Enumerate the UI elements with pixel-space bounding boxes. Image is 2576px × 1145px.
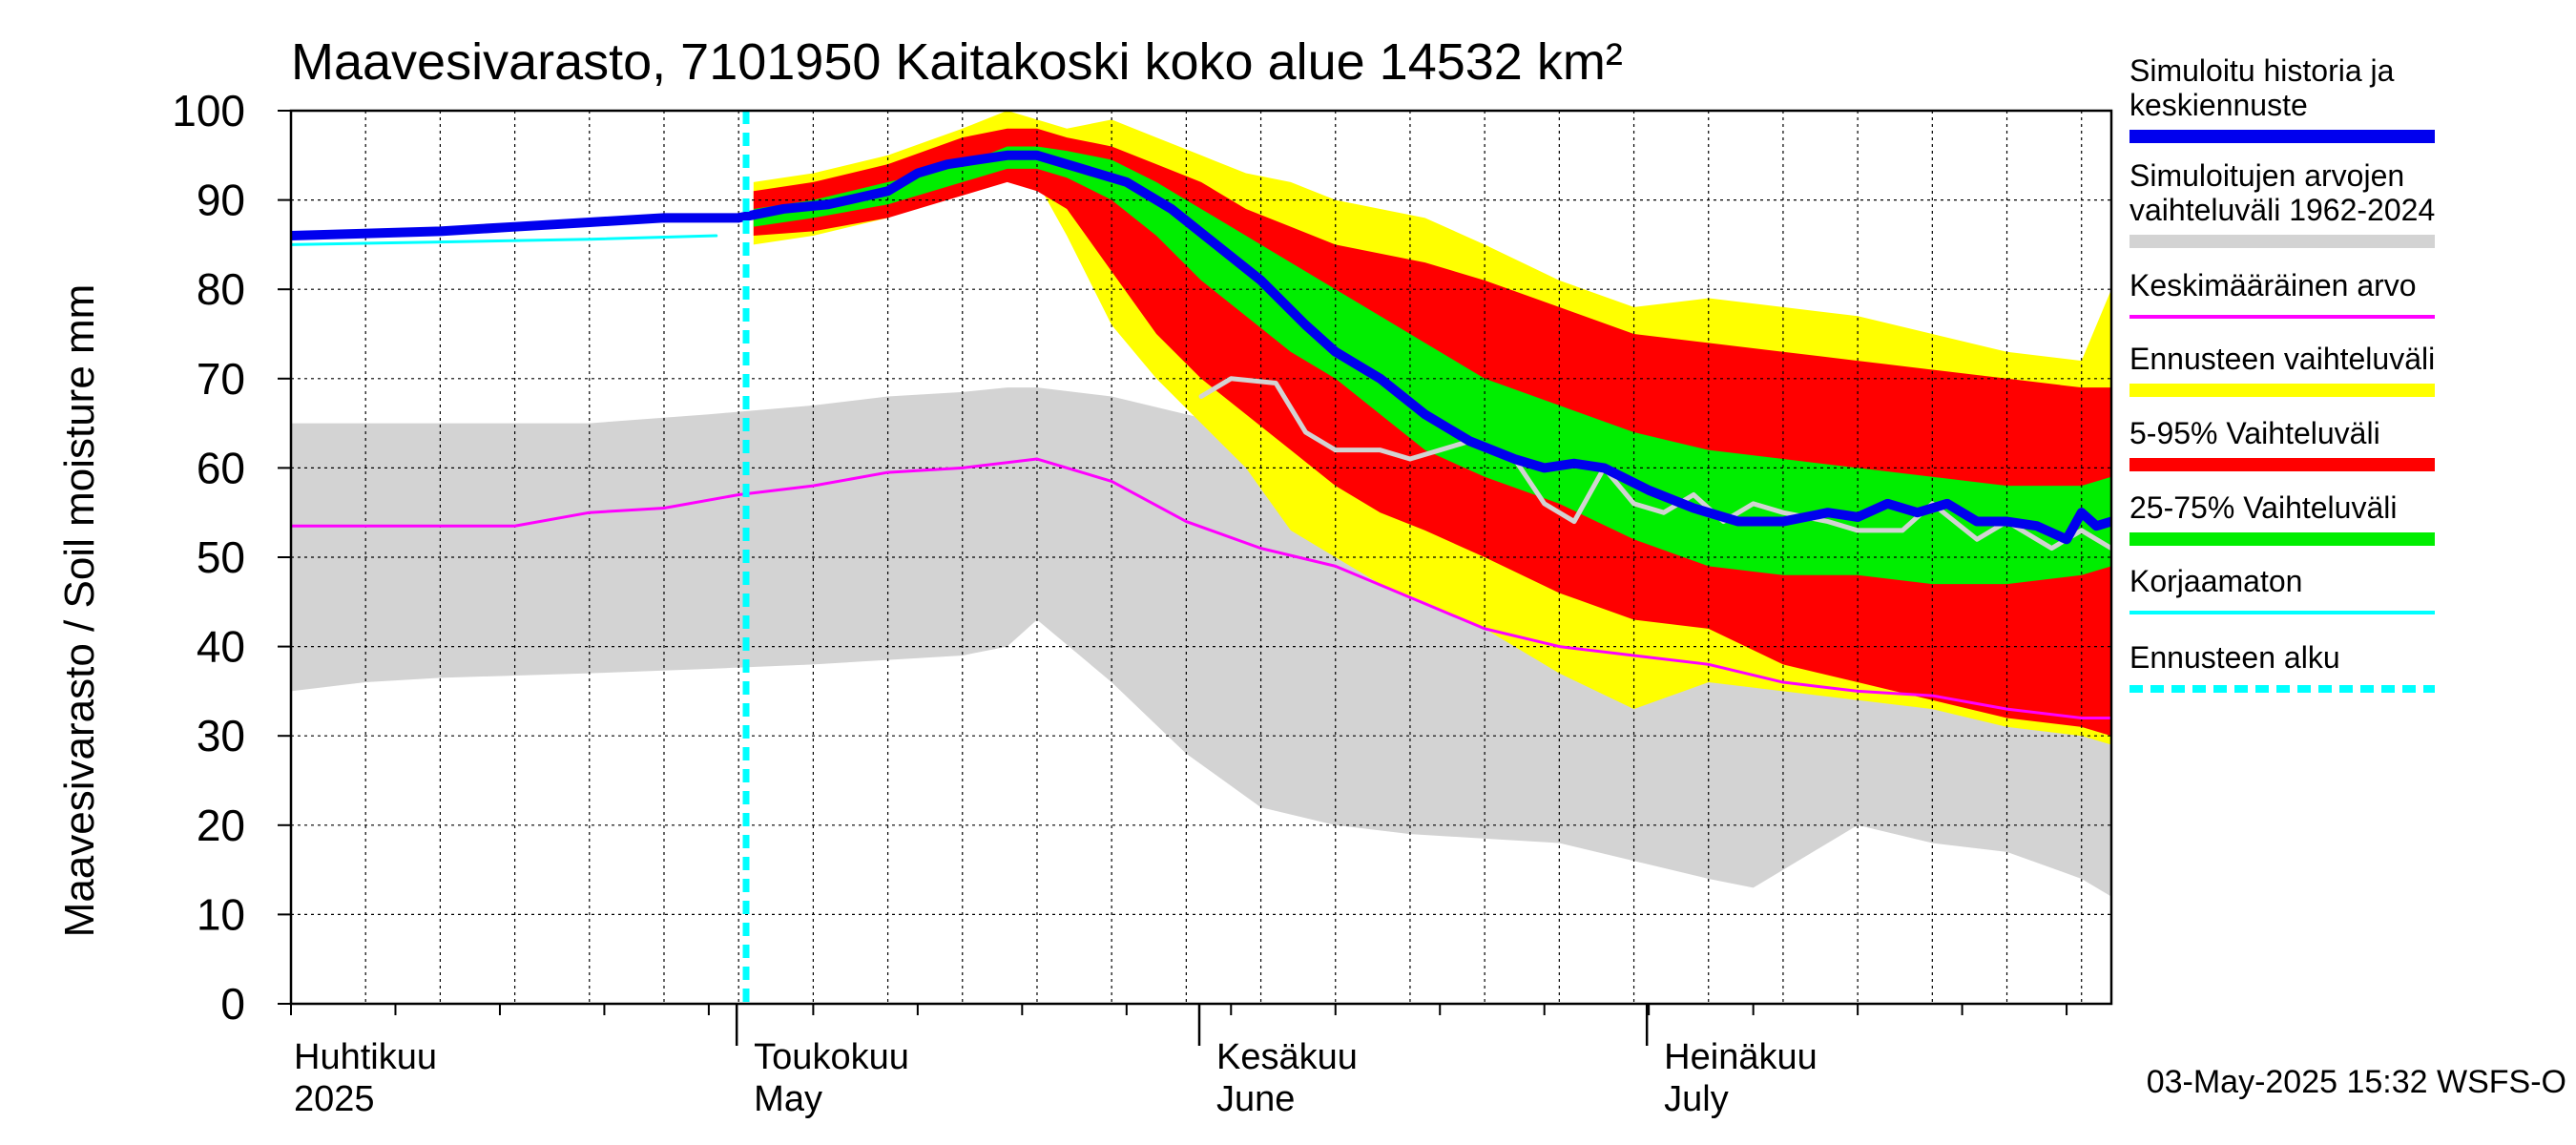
- y-tick-label: 80: [197, 264, 245, 314]
- y-tick-label: 10: [197, 889, 245, 939]
- band-25-75-vaihteluv-li: [753, 146, 2111, 585]
- legend-label: vaihteluväli 1962-2024: [2129, 193, 2435, 227]
- y-tick-label: 40: [197, 622, 245, 672]
- grid-layer: [291, 111, 2111, 1004]
- y-tick-label: 0: [220, 979, 245, 1029]
- line-simuloitu-historia-harmaa-viiva: [1198, 376, 2111, 552]
- chart-title: Maavesivarasto, 7101950 Kaitakoski koko …: [291, 33, 1623, 91]
- legend-label: 5-95% Vaihteluväli: [2129, 416, 2380, 450]
- y-tick-label: 20: [197, 801, 245, 850]
- y-tick-label: 60: [197, 443, 245, 492]
- month-label-fi: Heinäkuu: [1664, 1037, 1818, 1077]
- line-korjaamaton: [291, 234, 718, 246]
- month-label-en: July: [1664, 1079, 1729, 1119]
- line-simuloitu-historia-ja-keskiennuste: [291, 150, 2111, 545]
- month-label-fi: Huhtikuu: [294, 1037, 437, 1077]
- y-tick-label: 50: [197, 532, 245, 582]
- month-label-en: May: [754, 1079, 822, 1119]
- legend-label: Ennusteen vaihteluväli: [2129, 342, 2435, 376]
- line-keskim-r-inen-arvo: [291, 457, 2111, 719]
- month-label-en: June: [1216, 1079, 1295, 1119]
- month-label-fi: Kesäkuu: [1216, 1037, 1358, 1077]
- month-label-fi: Toukokuu: [754, 1037, 909, 1077]
- legend-label: Keskimääräinen arvo: [2129, 268, 2417, 302]
- y-tick-label: 100: [172, 86, 245, 135]
- y-tick-label: 70: [197, 354, 245, 404]
- legend-label: keskiennuste: [2129, 88, 2308, 122]
- legend-label: 25-75% Vaihteluväli: [2129, 490, 2397, 525]
- y-tick-label: 90: [197, 176, 245, 225]
- y-axis-label: Maavesivarasto / Soil moisture mm: [56, 284, 103, 938]
- line-layer: [291, 111, 2111, 1004]
- legend-label: Simuloitujen arvojen: [2129, 158, 2404, 193]
- y-tick-label: 30: [197, 711, 245, 760]
- month-label-en: 2025: [294, 1079, 375, 1119]
- legend-label: Simuloitu historia ja: [2129, 53, 2395, 88]
- legend-label: Ennusteen alku: [2129, 640, 2340, 675]
- timestamp: 03-May-2025 15:32 WSFS-O: [2147, 1064, 2566, 1100]
- legend-label: Korjaamaton: [2129, 564, 2302, 598]
